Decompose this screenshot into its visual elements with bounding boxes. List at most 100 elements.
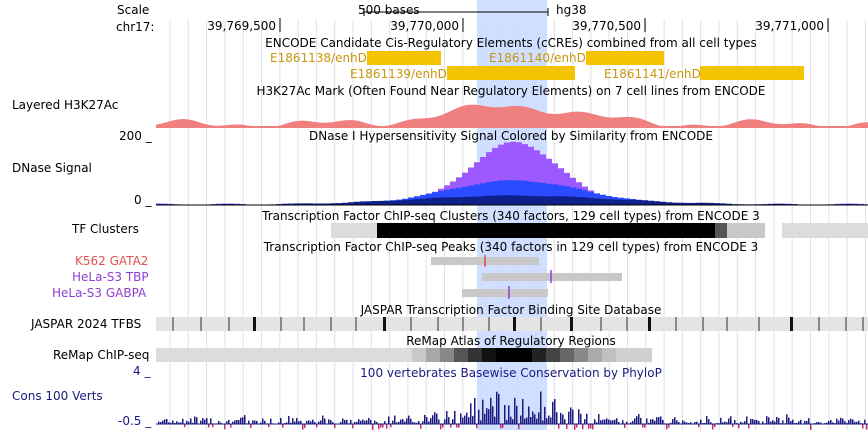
- ccre-label-3[interactable]: E1861141/enhD: [604, 67, 701, 81]
- cons-bar-neg: [588, 424, 590, 429]
- cons-bar: [568, 411, 570, 424]
- cons-bar: [468, 417, 470, 424]
- hela-gabpa-peak[interactable]: [462, 289, 548, 297]
- tf-cluster-bar-dark[interactable]: [377, 223, 715, 238]
- cons-bar: [766, 416, 768, 424]
- cons-bar-neg: [390, 424, 392, 428]
- track-label-dnase[interactable]: DNase Signal: [12, 161, 92, 175]
- cons-bar: [206, 418, 208, 424]
- cons-bar: [180, 422, 182, 424]
- conservation-bars[interactable]: [158, 391, 868, 430]
- cons-bar: [756, 420, 758, 424]
- cons-bar-neg: [738, 424, 740, 429]
- ruler-tick-label-1: 39,770,000: [390, 19, 459, 33]
- dnase-min-label: 0 _: [134, 193, 152, 207]
- remap-block-14: [616, 348, 652, 362]
- dnase-signal-purple[interactable]: [156, 141, 868, 205]
- track-label-k562-gata2[interactable]: K562 GATA2: [75, 254, 149, 268]
- jaspar-track-bar[interactable]: [156, 317, 868, 331]
- cons-bar: [540, 391, 542, 424]
- ccre-label-2[interactable]: E1861139/enhD: [350, 67, 447, 81]
- jaspar-mark-8: [383, 317, 386, 331]
- jaspar-mark-10: [437, 317, 439, 331]
- cons-bar: [614, 419, 616, 424]
- cons-bar: [572, 409, 574, 424]
- cons-bar: [864, 419, 866, 424]
- h3k27ac-signal[interactable]: [156, 104, 868, 128]
- ccre-label-1[interactable]: E1861140/enhD: [489, 51, 586, 65]
- cons-bar: [832, 422, 834, 424]
- cons-bar: [470, 403, 472, 424]
- tf-cluster-bar-light-right[interactable]: [727, 223, 765, 238]
- cons-bar: [626, 421, 628, 424]
- cons-bar: [166, 419, 168, 424]
- track-label-hela-tbp[interactable]: HeLa-S3 TBP: [72, 270, 149, 284]
- ccre-block-3[interactable]: [700, 66, 804, 80]
- ccre-block-1[interactable]: [586, 51, 664, 65]
- track-label-h3k27ac[interactable]: Layered H3K27Ac: [12, 98, 119, 112]
- tf-peaks-title: Transcription Factor ChIP-seq Peaks (340…: [263, 240, 759, 254]
- cons-bar: [612, 420, 614, 424]
- cons-bar: [438, 419, 440, 424]
- ccre-label-0[interactable]: E1861138/enhD: [270, 51, 367, 65]
- tf-cluster-bar-far[interactable]: [782, 223, 868, 238]
- cons-bar: [536, 418, 538, 424]
- ccre-block-2[interactable]: [447, 66, 575, 80]
- cons-bar: [472, 416, 474, 424]
- remap-block-9: [546, 348, 560, 362]
- cons-bar: [844, 421, 846, 424]
- cons-bar: [792, 419, 794, 424]
- track-label-cons[interactable]: Cons 100 Verts: [12, 389, 103, 403]
- track-label-column: Scale chr17: Layered H3K27Ac 200 _ DNase…: [0, 0, 156, 430]
- cons-bar-neg: [592, 424, 594, 430]
- remap-density-bars[interactable]: [156, 348, 652, 362]
- track-label-tf-clusters[interactable]: TF Clusters: [72, 222, 139, 236]
- track-label-jaspar[interactable]: JASPAR 2024 TFBS: [31, 317, 142, 331]
- hela-tbp-peak[interactable]: [482, 273, 622, 281]
- cons-bar: [570, 407, 572, 424]
- remap-block-13: [602, 348, 616, 362]
- chrom-label: chr17:: [116, 20, 155, 34]
- cons-bar-neg: [500, 424, 502, 429]
- cons-bar: [770, 421, 772, 424]
- remap-track-title: ReMap Atlas of Regulatory Regions: [406, 334, 615, 348]
- cons-bar: [328, 419, 330, 424]
- dnase-max-label: 200 _: [119, 129, 152, 143]
- cons-bar: [818, 422, 820, 424]
- dnase-signal-blue[interactable]: [156, 180, 868, 205]
- cons-bar: [734, 420, 736, 424]
- cons-bar-neg: [502, 424, 504, 428]
- cons-bar-neg: [224, 424, 226, 430]
- cons-bar: [432, 415, 434, 424]
- jaspar-motif-marks[interactable]: [172, 317, 864, 331]
- cons-bar: [478, 409, 480, 424]
- cons-bar: [254, 420, 256, 424]
- tf-cluster-bar-light-left[interactable]: [331, 223, 377, 238]
- cons-bar: [466, 412, 468, 424]
- track-label-remap[interactable]: ReMap ChIP-seq: [53, 348, 150, 362]
- cons-bar: [532, 411, 534, 424]
- cons-bar-neg: [450, 424, 452, 428]
- cons-bar: [296, 418, 298, 424]
- cons-bar: [742, 422, 744, 424]
- cons-bar: [654, 420, 656, 424]
- track-canvas[interactable]: 500 bases hg38 39,769,500 39,770,000 39,77…: [156, 0, 868, 430]
- cons-bar: [158, 421, 160, 424]
- cons-bar-neg: [518, 424, 520, 430]
- jaspar-mark-11: [462, 317, 464, 331]
- cons-bar: [428, 421, 430, 424]
- cons-bar: [782, 420, 784, 424]
- ccre-block-0[interactable]: [367, 51, 441, 65]
- cons-bar: [788, 417, 790, 424]
- tf-cluster-bar-mid[interactable]: [715, 223, 727, 238]
- cons-bar: [836, 418, 838, 424]
- track-label-hela-gabpa[interactable]: HeLa-S3 GABPA: [52, 286, 147, 300]
- ruler-tick-label-0: 39,769,500: [207, 19, 276, 33]
- cons-bar: [662, 419, 664, 424]
- cons-bar: [410, 418, 412, 424]
- dnase-signal-dark[interactable]: [156, 195, 868, 205]
- cons-max-label: 4 _: [133, 364, 151, 378]
- cons-bar-neg: [558, 424, 560, 429]
- cons-bar-neg: [282, 424, 284, 428]
